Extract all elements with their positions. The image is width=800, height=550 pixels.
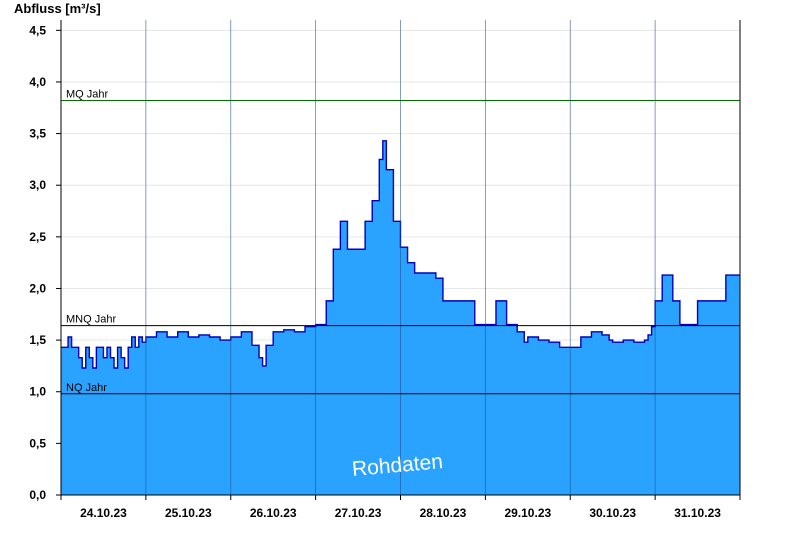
reference-lines: MQ Jahr MNQ Jahr NQ Jahr [61, 89, 740, 395]
x-tick-label-7: 31.10.23 [674, 506, 721, 520]
x-tick-label-6: 30.10.23 [589, 506, 636, 520]
y-tick-label-0: 0,0 [29, 488, 46, 502]
y-axis-label: Abfluss [m³/s] [14, 1, 101, 16]
discharge-line [61, 140, 740, 369]
y-ticks: 0,0 0,5 1,0 1,5 2,0 2,5 3,0 3,5 4,0 4,5 [29, 23, 61, 502]
y-tick-label-9: 4,5 [29, 23, 46, 37]
x-ticks: 24.10.23 25.10.23 26.10.23 27.10.23 28.10.23… [60, 495, 741, 520]
ref-label-0: MQ Jahr [66, 89, 109, 101]
y-tick-label-2: 1,0 [29, 385, 46, 399]
x-tick-label-1: 25.10.23 [165, 506, 212, 520]
x-tick-label-4: 28.10.23 [420, 506, 467, 520]
x-tick-label-3: 27.10.23 [335, 506, 382, 520]
y-tick-label-4: 2,0 [29, 281, 46, 295]
y-tick-label-6: 3,0 [29, 178, 46, 192]
y-tick-label-3: 1,5 [29, 333, 46, 347]
x-tick-label-5: 29.10.23 [504, 506, 551, 520]
y-tick-label-8: 4,0 [29, 75, 46, 89]
day-separators [145, 20, 656, 495]
x-tick-label-2: 26.10.23 [250, 506, 297, 520]
x-tick-label-0: 24.10.23 [80, 506, 127, 520]
ref-label-1: MNQ Jahr [66, 314, 116, 326]
y-tick-label-1: 0,5 [29, 436, 46, 450]
y-tick-label-5: 2,5 [29, 230, 46, 244]
y-tick-label-7: 3,5 [29, 127, 46, 141]
ref-label-2: NQ Jahr [66, 382, 107, 394]
